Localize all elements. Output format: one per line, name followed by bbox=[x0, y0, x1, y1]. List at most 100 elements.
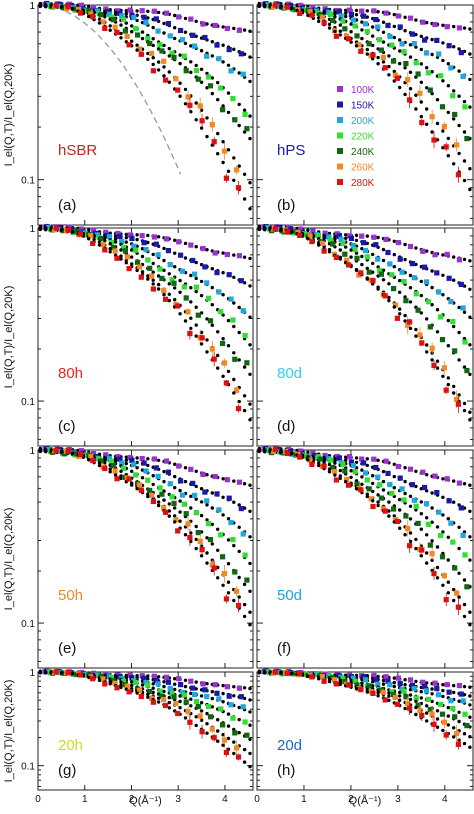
fit-point bbox=[183, 16, 188, 21]
fit-point bbox=[403, 29, 407, 33]
data-point bbox=[464, 136, 470, 142]
data-point bbox=[141, 240, 147, 246]
fit-point bbox=[398, 38, 402, 42]
fit-point bbox=[354, 268, 359, 273]
data-point bbox=[446, 43, 452, 49]
fit-point bbox=[108, 247, 112, 251]
data-point bbox=[112, 680, 118, 686]
fit-point bbox=[210, 690, 214, 694]
fit-point bbox=[221, 683, 225, 688]
fit-point bbox=[167, 80, 171, 84]
fit-point bbox=[317, 677, 321, 681]
fit-point bbox=[414, 93, 418, 97]
fit-point bbox=[392, 252, 396, 257]
data-point bbox=[399, 41, 405, 47]
fit-point bbox=[365, 234, 369, 238]
fit-point bbox=[468, 77, 472, 82]
fit-point bbox=[237, 164, 241, 168]
data-point bbox=[200, 471, 206, 477]
data-point bbox=[90, 14, 96, 20]
fit-point bbox=[414, 334, 418, 338]
data-point bbox=[178, 478, 184, 484]
fit-point bbox=[130, 39, 134, 43]
fit-point bbox=[462, 26, 467, 30]
fit-point bbox=[130, 683, 134, 688]
data-point bbox=[216, 507, 222, 513]
data-point bbox=[415, 71, 421, 77]
fit-point bbox=[113, 240, 118, 244]
data-point bbox=[298, 2, 304, 8]
fit-point bbox=[457, 123, 461, 128]
fit-point bbox=[242, 686, 247, 690]
data-point bbox=[190, 32, 196, 38]
data-point bbox=[98, 236, 104, 242]
fit-point bbox=[457, 69, 461, 73]
fit-point bbox=[113, 12, 118, 16]
data-point bbox=[141, 460, 147, 466]
fit-point bbox=[457, 151, 461, 156]
fit-point bbox=[435, 725, 440, 729]
fit-point bbox=[242, 614, 247, 619]
data-point bbox=[287, 226, 293, 232]
data-point bbox=[443, 387, 449, 393]
data-point bbox=[220, 722, 226, 728]
fit-point bbox=[381, 682, 386, 686]
fit-point bbox=[237, 705, 241, 710]
fit-point bbox=[408, 693, 413, 697]
fit-point bbox=[221, 477, 225, 481]
data-point bbox=[370, 278, 376, 284]
data-point bbox=[126, 689, 132, 695]
data-point bbox=[185, 94, 191, 100]
data-point bbox=[456, 683, 462, 689]
data-point bbox=[382, 508, 388, 514]
fit-point bbox=[205, 116, 209, 120]
fit-point bbox=[376, 500, 380, 504]
data-point bbox=[228, 702, 234, 708]
data-point bbox=[136, 46, 142, 52]
fit-point bbox=[333, 459, 337, 463]
data-point bbox=[112, 24, 118, 30]
fit-point bbox=[354, 13, 359, 17]
fit-point bbox=[452, 162, 456, 166]
fit-point bbox=[210, 54, 214, 58]
data-point bbox=[226, 495, 232, 501]
fit-point bbox=[135, 691, 139, 695]
data-point bbox=[407, 466, 414, 472]
fit-point bbox=[248, 207, 252, 211]
fit-point bbox=[398, 49, 402, 53]
data-point bbox=[161, 697, 167, 703]
data-point bbox=[195, 312, 201, 318]
data-point bbox=[185, 708, 191, 714]
data-point bbox=[204, 693, 210, 700]
fit-point bbox=[199, 554, 204, 558]
fit-point bbox=[146, 494, 150, 499]
data-point bbox=[187, 719, 193, 725]
data-point bbox=[234, 167, 240, 173]
fit-point bbox=[371, 34, 375, 38]
fit-point bbox=[462, 482, 467, 486]
fit-point bbox=[242, 408, 247, 413]
data-point bbox=[328, 237, 334, 243]
data-point bbox=[443, 597, 449, 603]
data-point bbox=[197, 103, 203, 109]
data-point bbox=[163, 674, 170, 680]
fit-point bbox=[387, 694, 391, 698]
fit-point bbox=[398, 312, 402, 316]
data-point bbox=[377, 37, 383, 43]
fit-point bbox=[263, 670, 267, 674]
fit-point bbox=[248, 589, 252, 593]
series-280K bbox=[257, 669, 472, 750]
data-point bbox=[124, 683, 130, 689]
sample-label: hPS bbox=[277, 142, 305, 159]
data-point bbox=[159, 275, 165, 281]
fit-point bbox=[257, 670, 261, 674]
fit-point bbox=[344, 236, 348, 240]
fit-point bbox=[430, 558, 434, 562]
data-point bbox=[157, 266, 163, 272]
data-point bbox=[236, 479, 242, 485]
data-point bbox=[434, 685, 440, 692]
fit-point bbox=[425, 561, 429, 565]
data-point bbox=[443, 732, 449, 738]
